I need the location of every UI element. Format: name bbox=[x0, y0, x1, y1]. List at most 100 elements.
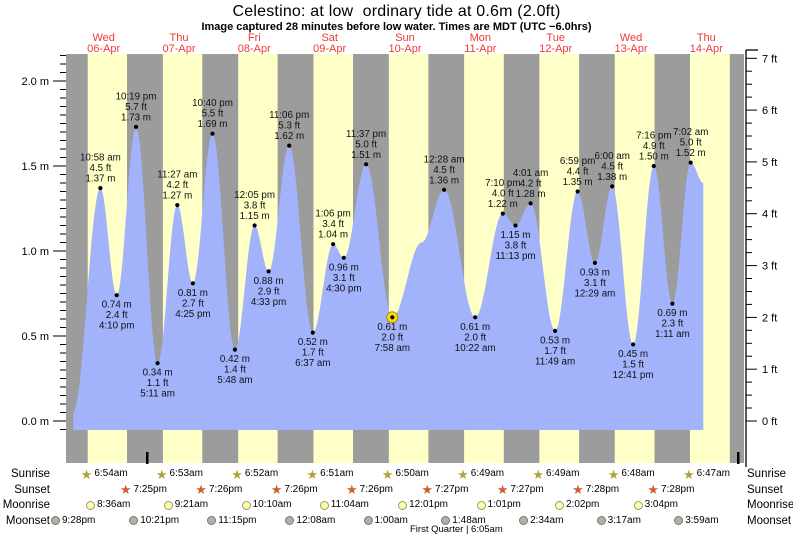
svg-text:3 ft: 3 ft bbox=[762, 261, 777, 273]
moonrise-circle-icon bbox=[163, 500, 173, 510]
high-tide-annotation: 7:16 pm4.9 ft1.50 m bbox=[636, 131, 672, 169]
sunrise-item: ★ 6:50am bbox=[382, 467, 429, 481]
sunset-star-icon: ★ bbox=[270, 482, 283, 497]
svg-text:13-Apr: 13-Apr bbox=[614, 43, 647, 55]
moonrise-item: 8:36am bbox=[86, 498, 130, 512]
sunrise-time: 6:54am bbox=[94, 468, 128, 479]
svg-text:1.51 m: 1.51 m bbox=[351, 150, 381, 161]
svg-text:0.45 m: 0.45 m bbox=[618, 349, 648, 360]
high-tide-annotation: 6:59 pm4.4 ft1.35 m bbox=[560, 156, 595, 194]
high-tide-dot bbox=[688, 160, 693, 165]
svg-text:10:40 pm: 10:40 pm bbox=[192, 98, 233, 109]
svg-text:08-Apr: 08-Apr bbox=[238, 43, 271, 55]
svg-text:5.0 ft: 5.0 ft bbox=[355, 139, 377, 150]
svg-text:1:06 pm: 1:06 pm bbox=[315, 209, 350, 220]
sunrise-time: 6:51am bbox=[320, 468, 354, 479]
svg-text:10-Apr: 10-Apr bbox=[388, 43, 421, 55]
svg-text:Wed: Wed bbox=[92, 32, 114, 44]
moonset-circle-icon bbox=[51, 516, 60, 525]
svg-text:6:59 pm: 6:59 pm bbox=[560, 156, 595, 167]
sunset-star-icon: ★ bbox=[647, 482, 660, 497]
svg-text:4.5 ft: 4.5 ft bbox=[90, 163, 112, 174]
sunrise-time: 6:48am bbox=[621, 468, 655, 479]
sunrise-time: 6:50am bbox=[395, 468, 429, 479]
svg-text:1.4 ft: 1.4 ft bbox=[224, 365, 246, 376]
sunset-time: 7:27pm bbox=[510, 483, 544, 495]
svg-text:1.0 m: 1.0 m bbox=[21, 246, 49, 258]
moonrise-circle-icon bbox=[241, 500, 251, 510]
sunrise-time: 6:49am bbox=[470, 468, 505, 479]
sunset-item: ★ 7:25pm bbox=[120, 483, 167, 497]
svg-text:11:37 pm: 11:37 pm bbox=[346, 129, 386, 140]
sunset-item: ★ 7:26pm bbox=[195, 483, 242, 497]
chart-subtitle: Image captured 28 minutes before low wat… bbox=[201, 21, 592, 33]
moonrise-item: 2:02pm bbox=[555, 498, 599, 512]
moonset-label-right: Moonset bbox=[747, 514, 792, 527]
low-tide-dot bbox=[631, 342, 636, 347]
moonset-item: 1:48am bbox=[441, 514, 486, 528]
low-tide-dot bbox=[670, 301, 675, 306]
svg-text:Sun: Sun bbox=[395, 32, 415, 44]
low-tide-dot bbox=[390, 315, 395, 320]
sunset-star-icon: ★ bbox=[195, 482, 207, 497]
moonset-item: 10:21pm bbox=[129, 514, 179, 528]
svg-text:4:25 pm: 4:25 pm bbox=[175, 309, 210, 320]
svg-text:1.7 ft: 1.7 ft bbox=[544, 346, 566, 357]
svg-text:4.2 ft: 4.2 ft bbox=[166, 180, 188, 191]
high-tide-annotation: 6:00 am4.5 ft1.38 m bbox=[594, 151, 630, 189]
low-tide-annotation: 0.42 m1.4 ft5:48 am bbox=[217, 347, 253, 386]
svg-text:6 ft: 6 ft bbox=[762, 105, 777, 117]
high-tide-dot bbox=[98, 186, 103, 191]
low-tide-annotation: 0.74 m2.4 ft4:10 pm bbox=[99, 293, 134, 332]
sunset-time: 7:25pm bbox=[133, 483, 167, 495]
moonrise-item: 11:04am bbox=[319, 498, 369, 512]
sunrise-item: ★ 6:48am bbox=[608, 467, 655, 481]
svg-text:1.04 m: 1.04 m bbox=[318, 230, 348, 241]
svg-text:4.2 ft: 4.2 ft bbox=[520, 178, 542, 189]
svg-text:12:41 pm: 12:41 pm bbox=[613, 370, 654, 381]
svg-text:6:00 am: 6:00 am bbox=[594, 151, 629, 162]
svg-text:2.4 ft: 2.4 ft bbox=[106, 310, 128, 321]
moonset-circle-icon bbox=[363, 516, 373, 525]
moonset-circle-icon bbox=[674, 516, 684, 525]
sunset-time: 7:26pm bbox=[208, 483, 243, 495]
low-tide-dot bbox=[592, 260, 598, 265]
svg-text:0.0 m: 0.0 m bbox=[21, 416, 49, 428]
high-tide-annotation: 11:06 pm5.3 ft1.62 m bbox=[269, 110, 309, 148]
svg-text:7:16 pm: 7:16 pm bbox=[636, 131, 671, 142]
sunrise-time: 6:49am bbox=[546, 468, 580, 479]
low-tide-dot bbox=[114, 293, 119, 298]
bottom-right-tick bbox=[737, 452, 740, 464]
svg-text:6:37 am: 6:37 am bbox=[295, 358, 330, 369]
low-tide-annotation: 0.69 m2.3 ft1:11 am bbox=[655, 301, 690, 340]
svg-text:06-Apr: 06-Apr bbox=[87, 43, 120, 55]
moonset-item: 12:08am bbox=[285, 514, 335, 528]
moonrise-circle-icon bbox=[633, 500, 643, 510]
svg-text:0.81 m: 0.81 m bbox=[178, 288, 208, 299]
sunset-label-left: Sunset bbox=[14, 483, 50, 496]
sunrise-item: ★ 6:53am bbox=[156, 467, 203, 481]
moonrise-circle-icon bbox=[555, 500, 564, 510]
sunrise-star-icon: ★ bbox=[683, 466, 695, 482]
svg-text:4.5 ft: 4.5 ft bbox=[601, 161, 623, 172]
sunset-star-icon: ★ bbox=[119, 482, 132, 497]
low-tide-annotation: 0.81 m2.7 ft4:25 pm bbox=[175, 281, 211, 320]
low-tide-annotation: 0.96 m3.1 ft4:30 pm bbox=[326, 255, 362, 294]
meters-axis: 2.0 m 1.5 m 1.0 m 0.5 m 0.0 m bbox=[21, 55, 66, 430]
svg-text:Wed: Wed bbox=[620, 32, 642, 44]
svg-text:3.1 ft: 3.1 ft bbox=[333, 273, 355, 284]
sunset-label-right: Sunset bbox=[747, 483, 783, 496]
svg-text:0.53 m: 0.53 m bbox=[540, 335, 570, 346]
moonrise-time: 3:04pm bbox=[644, 499, 678, 510]
moonrise-item: 3:04pm bbox=[633, 498, 678, 512]
low-tide-dot bbox=[232, 347, 237, 352]
sunrise-star-icon: ★ bbox=[607, 466, 620, 482]
svg-text:7:58 am: 7:58 am bbox=[375, 343, 410, 354]
moonrise-circle-icon bbox=[86, 500, 95, 510]
high-tide-dot bbox=[175, 203, 180, 208]
moonset-item: 9:28pm bbox=[51, 514, 95, 528]
svg-text:11:49 am: 11:49 am bbox=[535, 356, 575, 367]
sunrise-star-icon: ★ bbox=[231, 466, 243, 482]
svg-text:0.74 m: 0.74 m bbox=[102, 300, 132, 311]
